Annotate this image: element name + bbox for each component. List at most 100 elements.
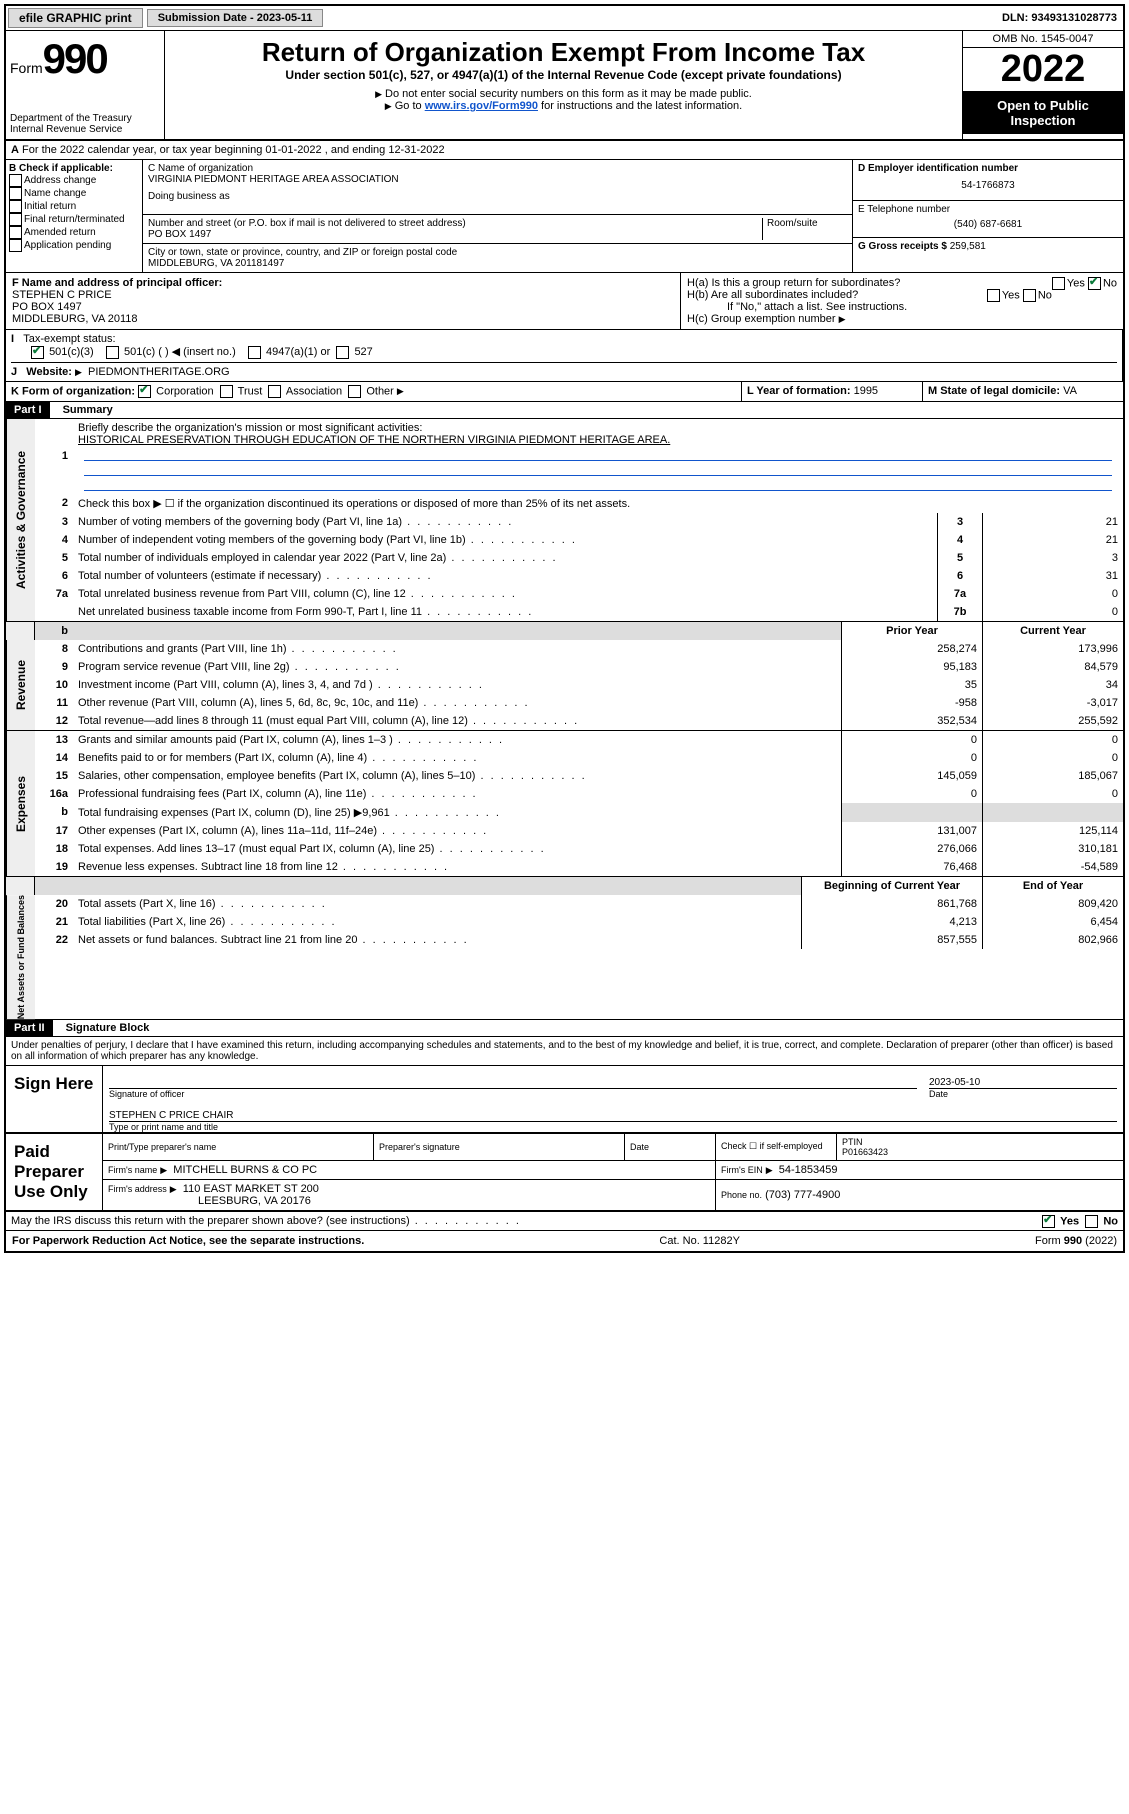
submission-date: Submission Date - 2023-05-11: [147, 9, 324, 27]
form-number: 990: [43, 35, 107, 82]
sig-date-val: 2023-05-10: [929, 1077, 980, 1088]
opt-corp: Corporation: [156, 385, 213, 397]
discuss-row: May the IRS discuss this return with the…: [6, 1211, 1123, 1231]
hb-note: If "No," attach a list. See instructions…: [687, 301, 1117, 313]
revenue-section: Revenue 8Contributions and grants (Part …: [6, 640, 1123, 731]
efile-print-button[interactable]: efile GRAPHIC print: [8, 8, 143, 28]
l-label: L Year of formation:: [747, 385, 851, 397]
part2-badge: Part II: [6, 1020, 53, 1036]
hb-no[interactable]: [1023, 289, 1036, 302]
discuss-yes-label: Yes: [1060, 1215, 1079, 1227]
chk-corp[interactable]: [138, 385, 151, 398]
sig-date-label: Date: [923, 1089, 1123, 1099]
hc-label: H(c) Group exemption number: [687, 313, 836, 325]
city-label: City or town, state or province, country…: [148, 247, 847, 258]
footer-left: For Paperwork Reduction Act Notice, see …: [12, 1235, 364, 1247]
mission-text: HISTORICAL PRESERVATION THROUGH EDUCATIO…: [78, 434, 670, 446]
open-inspection: Open to Public Inspection: [963, 92, 1123, 134]
hb-yes[interactable]: [987, 289, 1000, 302]
opt-address: Address change: [24, 175, 96, 186]
current-year-hdr: Current Year: [983, 622, 1124, 640]
declaration: Under penalties of perjury, I declare th…: [6, 1037, 1123, 1066]
part1-title: Summary: [53, 404, 113, 416]
opt-trust: Trust: [238, 385, 263, 397]
section-bcd: B Check if applicable: Address change Na…: [6, 160, 1123, 273]
part1-badge: Part I: [6, 402, 50, 418]
ha-yes[interactable]: [1052, 277, 1065, 290]
ha-no[interactable]: [1088, 277, 1101, 290]
chk-4947[interactable]: [248, 346, 261, 359]
chk-initial[interactable]: [9, 200, 22, 213]
k-label: K Form of organization:: [11, 385, 135, 397]
end-year-hdr: End of Year: [983, 877, 1124, 895]
chk-assoc[interactable]: [268, 385, 281, 398]
line-a: A For the 2022 calendar year, or tax yea…: [6, 141, 1123, 160]
chk-final[interactable]: [9, 213, 22, 226]
opt-4947: 4947(a)(1) or: [266, 346, 330, 358]
name-label: C Name of organization: [148, 163, 847, 174]
opt-initial: Initial return: [24, 201, 76, 212]
discuss-yes[interactable]: [1042, 1215, 1055, 1228]
block-f-h: F Name and address of principal officer:…: [6, 273, 1123, 330]
form-subtitle: Under section 501(c), 527, or 4947(a)(1)…: [171, 68, 956, 82]
chk-trust[interactable]: [220, 385, 233, 398]
omb-number: OMB No. 1545-0047: [963, 31, 1123, 48]
col-b: B Check if applicable: Address change Na…: [6, 160, 143, 272]
gross-label: G Gross receipts $: [858, 241, 947, 252]
discuss-no[interactable]: [1085, 1215, 1098, 1228]
chk-501c[interactable]: [106, 346, 119, 359]
page-footer: For Paperwork Reduction Act Notice, see …: [6, 1231, 1123, 1251]
hb-no-label: No: [1038, 289, 1052, 301]
firm-addr-label: Firm's address: [108, 1184, 167, 1194]
prior-year-hdr: Prior Year: [842, 622, 983, 640]
chk-address[interactable]: [9, 174, 22, 187]
begin-year-hdr: Beginning of Current Year: [802, 877, 983, 895]
sign-here-block: Sign Here Signature of officer 2023-05-1…: [6, 1066, 1123, 1133]
ha-label: H(a) Is this a group return for subordin…: [687, 277, 900, 289]
form-header: Form990 Department of the Treasury Inter…: [6, 31, 1123, 141]
opt-app: Application pending: [24, 240, 111, 251]
firm-ein-label: Firm's EIN: [721, 1165, 763, 1175]
room-label: Room/suite: [763, 218, 847, 240]
discuss-no-label: No: [1103, 1215, 1118, 1227]
officer-printed: STEPHEN C PRICE CHAIR: [109, 1110, 233, 1121]
vlabel-governance: Activities & Governance: [6, 419, 35, 621]
ein-label: D Employer identification number: [858, 163, 1118, 174]
l2-text: Check this box ▶ ☐ if the organization d…: [73, 494, 1123, 513]
governance-section: Activities & Governance 1 Briefly descri…: [6, 419, 1123, 622]
hb-label: H(b) Are all subordinates included?: [687, 289, 858, 301]
dba-label: Doing business as: [148, 191, 847, 211]
dept-treasury: Department of the Treasury: [10, 113, 160, 124]
opt-527: 527: [354, 346, 372, 358]
ptin-val: P01663423: [842, 1147, 888, 1157]
chk-other[interactable]: [348, 385, 361, 398]
website-val: PIEDMONTHERITAGE.ORG: [88, 366, 230, 378]
net-header-row: Beginning of Current Year End of Year: [6, 877, 1123, 895]
m-label: M State of legal domicile:: [928, 385, 1060, 397]
ssn-note: Do not enter social security numbers on …: [385, 88, 752, 100]
opt-assoc: Association: [286, 385, 342, 397]
chk-name[interactable]: [9, 187, 22, 200]
chk-amended[interactable]: [9, 226, 22, 239]
chk-501c3[interactable]: [31, 346, 44, 359]
opt-name: Name change: [24, 188, 86, 199]
firm-ein: 54-1853459: [779, 1164, 838, 1176]
l-val: 1995: [854, 385, 878, 397]
firm-addr1: 110 EAST MARKET ST 200: [183, 1183, 319, 1195]
net-assets-section: Net Assets or Fund Balances 20Total asse…: [6, 895, 1123, 1020]
street-val: PO BOX 1497: [148, 229, 758, 240]
hb-yes-label: Yes: [1002, 289, 1020, 301]
vlabel-expenses: Expenses: [6, 731, 35, 876]
tax-period: For the 2022 calendar year, or tax year …: [22, 144, 445, 156]
ein-val: 54-1766873: [858, 174, 1118, 197]
part2-header: Part II Signature Block: [6, 1020, 1123, 1037]
prep-name-label: Print/Type preparer's name: [103, 1134, 374, 1161]
discuss-text: May the IRS discuss this return with the…: [11, 1215, 521, 1227]
chk-app[interactable]: [9, 239, 22, 252]
sign-here-label: Sign Here: [6, 1066, 103, 1132]
chk-527[interactable]: [336, 346, 349, 359]
gross-val: 259,581: [950, 241, 986, 252]
irs-link[interactable]: www.irs.gov/Form990: [425, 100, 538, 112]
m-val: VA: [1063, 385, 1077, 397]
col-d: D Employer identification number 54-1766…: [853, 160, 1123, 272]
